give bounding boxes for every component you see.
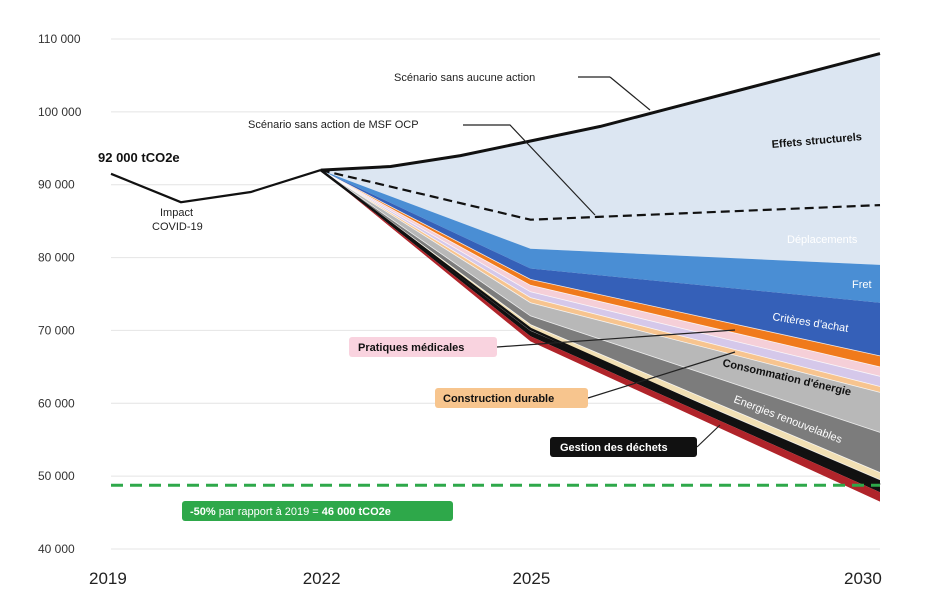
layer-separator bbox=[320, 169, 881, 368]
target-mid: par rapport à 2019 = bbox=[216, 506, 322, 518]
msf-scenario-line bbox=[320, 169, 881, 221]
y-tick-label: 50 000 bbox=[38, 469, 75, 483]
deplacements-label: Déplacements bbox=[787, 234, 858, 246]
area-layer bbox=[320, 170, 880, 473]
area-layer bbox=[320, 170, 880, 387]
x-tick-label: 2022 bbox=[303, 569, 341, 588]
y-axis-ticks: 40 000 50 000 60 000 70 000 80 000 90 000 100 … bbox=[38, 32, 82, 556]
target-pct: -50% bbox=[190, 506, 216, 518]
historical-line bbox=[110, 169, 322, 204]
covid-label-line1: Impact bbox=[160, 207, 193, 219]
pratiques-box: Pratiques médicales bbox=[349, 337, 497, 357]
fret-label: Fret bbox=[852, 279, 872, 291]
x-tick-label: 2030 bbox=[844, 569, 882, 588]
y-tick-label: 40 000 bbox=[38, 542, 75, 556]
scenario-lines bbox=[110, 52, 881, 487]
area-layer bbox=[320, 170, 880, 367]
dechets-leader bbox=[696, 424, 721, 448]
area-layer bbox=[320, 170, 880, 433]
construction-label: Construction durable bbox=[443, 393, 554, 405]
area-layer bbox=[320, 170, 880, 377]
target-label: -50% par rapport à 2019 = 46 000 tCO2e bbox=[190, 506, 391, 518]
no-action-label: Scénario sans aucune action bbox=[394, 72, 535, 84]
layer-separator bbox=[320, 169, 881, 357]
layer-separator bbox=[320, 169, 881, 387]
pratiques-leader bbox=[496, 329, 736, 348]
msf-scenario-label: Scénario sans action de MSF OCP bbox=[248, 119, 419, 131]
no-action-leader-b bbox=[609, 76, 651, 111]
covid-label-line2: COVID-19 bbox=[152, 221, 203, 233]
dechets-label: Gestion des déchets bbox=[560, 442, 668, 454]
x-tick-label: 2019 bbox=[89, 569, 127, 588]
y-tick-label: 110 000 bbox=[38, 32, 81, 46]
x-axis-ticks: 2019 2022 2025 2030 bbox=[89, 569, 882, 588]
area-layer bbox=[320, 170, 880, 356]
target-box: -50% par rapport à 2019 = 46 000 tCO2e bbox=[182, 501, 453, 521]
start-value-label: 92 000 tCO2e bbox=[98, 150, 180, 165]
layer-separator bbox=[320, 169, 881, 377]
msf-leader bbox=[463, 124, 596, 216]
y-tick-label: 100 000 bbox=[38, 105, 82, 119]
y-tick-label: 90 000 bbox=[38, 178, 75, 192]
y-tick-label: 60 000 bbox=[38, 396, 75, 410]
construction-leader bbox=[587, 351, 736, 399]
pratiques-label: Pratiques médicales bbox=[358, 342, 464, 354]
dechets-box: Gestion des déchets bbox=[550, 437, 697, 457]
target-val: 46 000 tCO2e bbox=[322, 506, 391, 518]
area-layer bbox=[320, 170, 880, 303]
area-effets-structurels bbox=[320, 53, 880, 220]
no-action-line bbox=[320, 52, 881, 172]
x-tick-label: 2025 bbox=[512, 569, 550, 588]
layer-separator bbox=[320, 169, 881, 393]
area-layer-bottom bbox=[320, 170, 880, 502]
layer-separator bbox=[320, 169, 881, 433]
y-tick-label: 70 000 bbox=[38, 323, 75, 337]
trajectory-line bbox=[319, 169, 881, 487]
leader-lines bbox=[463, 76, 736, 448]
y-tick-label: 80 000 bbox=[38, 251, 75, 265]
construction-box: Construction durable bbox=[435, 388, 588, 408]
